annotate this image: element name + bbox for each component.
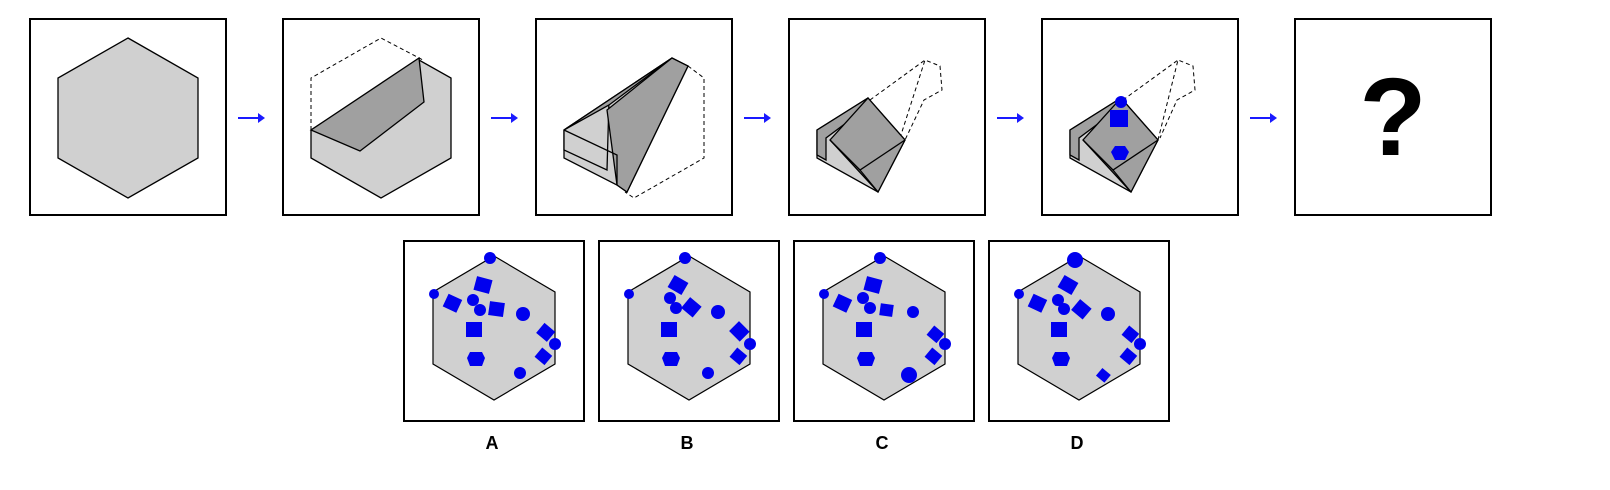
- fold-step-2: [309, 37, 452, 199]
- option-c-label: C: [875, 433, 889, 453]
- hole-mark: [1110, 110, 1128, 127]
- option-c-hexagon: [819, 252, 951, 401]
- option-d-hexagon: [1014, 252, 1146, 401]
- step-5-panel: [1041, 18, 1239, 216]
- fold-step-5: [1069, 59, 1196, 194]
- option-c[interactable]: [793, 240, 975, 422]
- arrow-icon: [489, 110, 519, 126]
- hole-mark: [1111, 146, 1129, 160]
- option-b[interactable]: [598, 240, 780, 422]
- step-3-panel: [535, 18, 733, 216]
- hexagon-sheet: [57, 37, 199, 199]
- step-1-panel: [29, 18, 227, 216]
- step-4-panel: [788, 18, 986, 216]
- fold-step-3: [563, 57, 705, 199]
- question-panel: ?: [1294, 18, 1492, 216]
- option-b-hexagon: [624, 252, 756, 401]
- hole-mark: [1115, 96, 1127, 108]
- option-d[interactable]: [988, 240, 1170, 422]
- fold-step-4: [816, 59, 943, 194]
- arrow-icon: [1248, 110, 1278, 126]
- option-a[interactable]: [403, 240, 585, 422]
- option-b-label: B: [680, 433, 694, 453]
- step-2-panel: [282, 18, 480, 216]
- arrow-icon: [236, 110, 266, 126]
- option-a-hexagon: [429, 252, 561, 401]
- arrow-icon: [742, 110, 772, 126]
- arrow-icon: [995, 110, 1025, 126]
- option-a-label: A: [485, 433, 499, 453]
- question-mark: ?: [1359, 55, 1427, 179]
- option-d-label: D: [1070, 433, 1084, 453]
